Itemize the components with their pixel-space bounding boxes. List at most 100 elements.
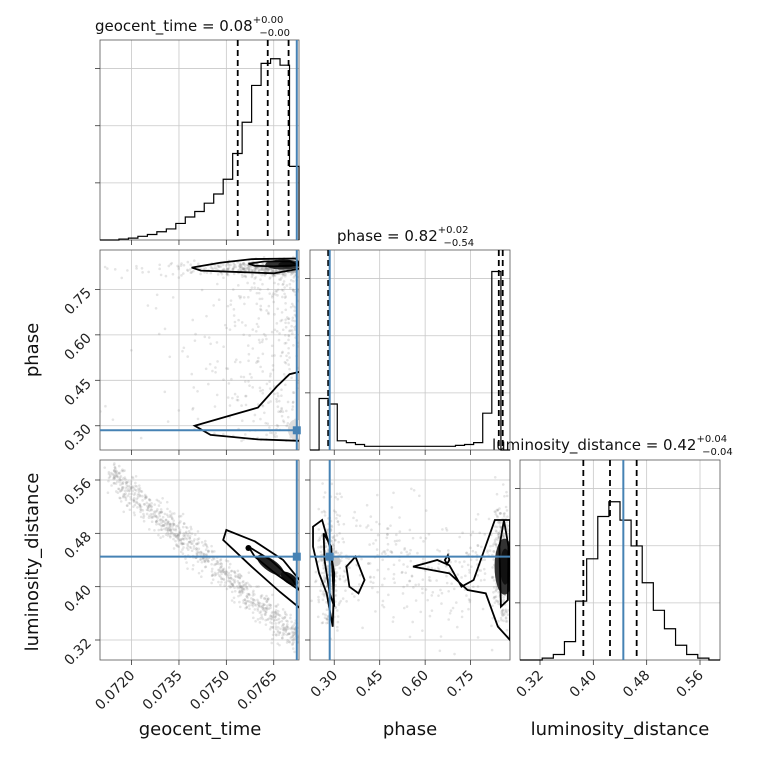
sample-point	[502, 534, 505, 538]
sample-point	[158, 267, 161, 271]
sample-point	[205, 553, 208, 556]
sample-point	[428, 614, 432, 618]
sample-point	[278, 631, 282, 635]
sample-point	[502, 595, 505, 599]
sample-point	[376, 568, 379, 572]
sample-point	[149, 505, 153, 508]
sample-point	[342, 569, 346, 573]
sample-point	[242, 267, 246, 271]
sample-point	[331, 550, 335, 553]
sample-point	[492, 549, 495, 553]
sample-point	[148, 498, 151, 502]
sample-point	[293, 638, 297, 641]
sample-point	[244, 583, 247, 587]
sample-point	[207, 549, 210, 553]
sample-point	[334, 589, 338, 592]
sample-point	[245, 599, 248, 603]
sample-point	[252, 601, 255, 605]
sample-point	[280, 619, 284, 623]
sample-point	[154, 514, 157, 518]
sample-point	[263, 612, 267, 616]
sample-point	[317, 600, 321, 604]
sample-point	[124, 498, 128, 502]
sample-point	[266, 597, 270, 600]
sample-point	[263, 596, 266, 600]
sample-point	[233, 392, 237, 396]
sample-point	[207, 549, 210, 553]
sample-point	[254, 619, 257, 623]
sample-point	[243, 598, 247, 601]
sample-point	[390, 550, 394, 554]
sample-point	[222, 276, 225, 280]
sample-point	[488, 549, 492, 552]
sample-point	[191, 318, 195, 322]
sample-point	[325, 528, 329, 532]
sample-point	[96, 268, 99, 271]
sample-point	[417, 583, 421, 586]
sample-point	[131, 498, 135, 502]
sample-point	[366, 524, 370, 527]
sample-point	[336, 497, 340, 501]
sample-point	[189, 271, 193, 275]
sample-point	[471, 530, 475, 534]
sample-point	[494, 599, 498, 602]
y-tick-label-luminosity_distance: 0.32	[61, 636, 94, 669]
sample-point	[190, 539, 193, 543]
sample-point	[122, 494, 125, 498]
sample-point	[247, 359, 250, 363]
sample-point	[210, 574, 214, 578]
sample-point	[265, 382, 269, 386]
sample-point	[402, 585, 405, 589]
sample-point	[245, 606, 249, 609]
sample-point	[267, 267, 271, 271]
sample-point	[142, 519, 146, 523]
sample-point	[494, 512, 498, 516]
sample-point	[245, 587, 249, 591]
sample-point	[286, 639, 289, 642]
sample-point	[281, 616, 284, 620]
sample-point	[288, 282, 292, 286]
sample-point	[274, 293, 277, 296]
sample-point	[273, 354, 276, 357]
sample-point	[241, 267, 245, 271]
sample-point	[513, 573, 516, 576]
sample-point	[494, 529, 498, 532]
sample-point	[158, 263, 162, 267]
sample-point	[270, 354, 274, 358]
sample-point	[147, 270, 150, 274]
sample-point	[319, 545, 323, 548]
sample-point	[148, 514, 151, 518]
sample-point	[155, 293, 159, 297]
title-phase: phase = 0.82+0.02 −0.54	[337, 225, 474, 249]
sample-point	[216, 562, 220, 565]
sample-point	[276, 392, 279, 395]
sample-point	[271, 626, 275, 629]
density-blob	[257, 554, 285, 576]
sample-point	[500, 618, 503, 622]
sample-point	[158, 510, 162, 514]
sample-point	[281, 608, 285, 611]
sample-point	[190, 270, 194, 274]
sample-point	[419, 536, 422, 540]
sample-point	[249, 267, 252, 271]
sample-point	[513, 600, 516, 603]
sample-point	[121, 468, 124, 471]
sample-point	[217, 265, 221, 269]
sample-point	[137, 484, 141, 487]
sample-point	[314, 580, 317, 584]
sample-point	[160, 528, 164, 531]
sample-point	[265, 600, 268, 603]
sample-point	[285, 619, 288, 623]
sample-point	[204, 548, 208, 552]
sample-point	[265, 433, 268, 437]
sample-point	[217, 580, 220, 584]
sample-point	[474, 518, 478, 521]
sample-point	[267, 311, 270, 315]
sample-point	[480, 545, 483, 549]
sample-point	[186, 269, 190, 272]
sample-point	[280, 311, 284, 314]
x-tick-label-geocent_time: 0.0765	[235, 668, 281, 714]
sample-point	[259, 610, 263, 613]
sample-point	[514, 576, 517, 579]
sample-point	[372, 542, 375, 545]
